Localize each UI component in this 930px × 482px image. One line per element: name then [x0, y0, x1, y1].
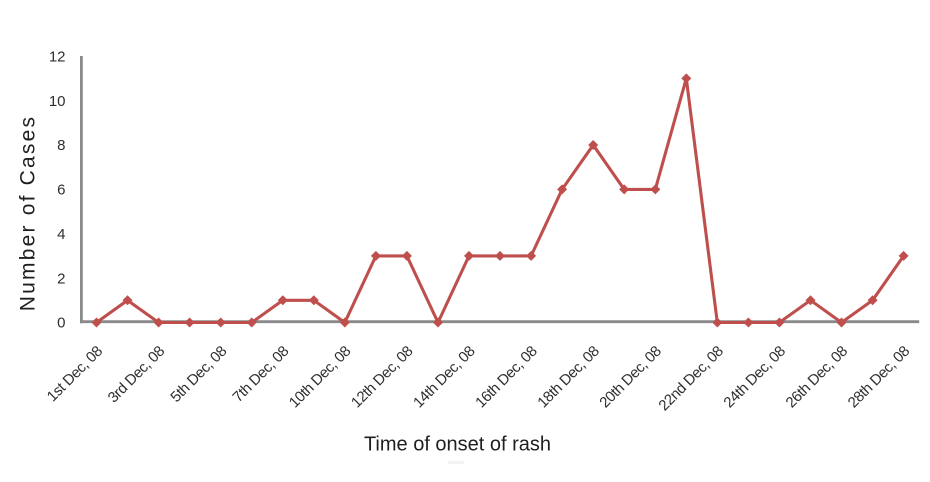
- svg-text:6: 6: [57, 182, 65, 199]
- svg-text:Number of Cases: Number of Cases: [16, 115, 39, 311]
- svg-text:Time of onset of rash: Time of onset of rash: [364, 434, 551, 456]
- svg-text:0: 0: [57, 315, 65, 332]
- svg-text:12: 12: [49, 48, 66, 65]
- svg-text:10: 10: [49, 93, 66, 110]
- svg-text:2: 2: [57, 270, 65, 287]
- svg-text:4: 4: [57, 226, 65, 243]
- svg-text:8: 8: [57, 137, 65, 154]
